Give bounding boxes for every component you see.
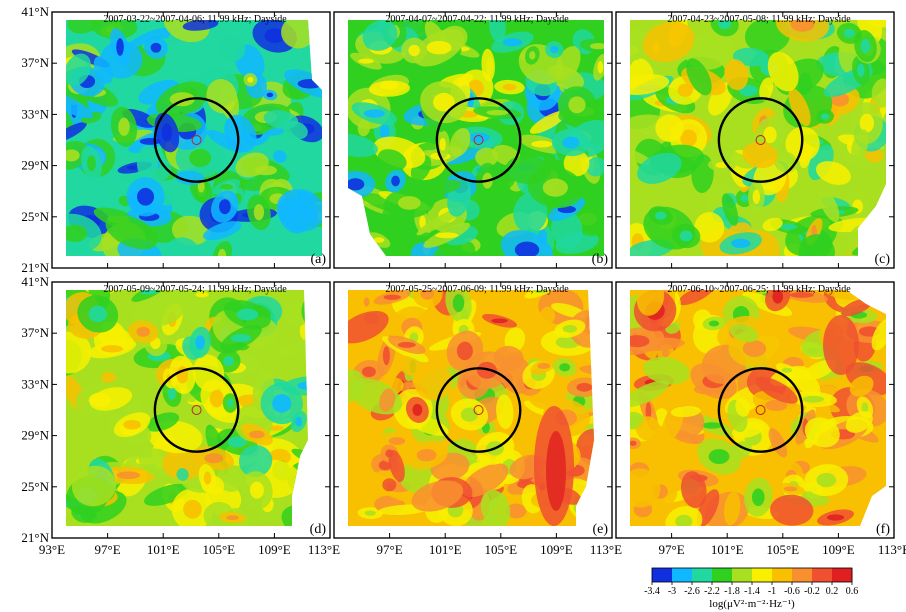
colorbar-tick-label: -1.8: [724, 586, 740, 597]
lat-tick-label: 33°N: [21, 106, 49, 121]
colorbar-tick-label: -3: [668, 586, 676, 597]
lon-tick-label: 101°E: [147, 542, 180, 557]
lon-tick-label: 109°E: [540, 542, 573, 557]
epicenter-marker: [191, 405, 202, 415]
panel-letter: (d): [310, 522, 327, 537]
colorbar-swatch: [712, 568, 733, 582]
epicenter-marker: [755, 135, 766, 145]
map-panel: 2007-05-25~2007-06-09; 11.99 kHz; Daysid…: [333, 281, 613, 539]
lat-tick-label: 41°N: [21, 274, 49, 289]
lat-tick-label: 33°N: [21, 376, 49, 391]
colorbar-tick-label: 0.2: [826, 586, 839, 597]
epicenter-circle: [153, 97, 240, 183]
map-panel: 2007-05-09~2007-05-24; 11.99 kHz; Daysid…: [21, 274, 331, 545]
colorbar-swatch: [832, 568, 853, 582]
lon-tick-label: 113°E: [308, 542, 340, 557]
lon-tick-label: 105°E: [202, 542, 235, 557]
epicenter-circle: [435, 367, 522, 453]
epicenter-marker: [191, 135, 202, 145]
lat-tick-label: 21°N: [21, 530, 49, 545]
colorbar-swatch: [812, 568, 833, 582]
colorbar-tick-label: -2.2: [704, 586, 720, 597]
lat-tick-label: 25°N: [21, 209, 49, 224]
panel-title: 2007-05-25~2007-06-09; 11.99 kHz; Daysid…: [385, 284, 569, 295]
colorbar-swatch: [672, 568, 693, 582]
colorbar: -3.4 -3 -2.6 -2.2 -1.8 -1.4 -1 -0.6 -0.2 0.2 0.6 lo…: [644, 567, 859, 610]
lon-tick-label: 101°E: [429, 542, 462, 557]
panel-title: 2007-04-07~2007-04-22; 11.99 kHz; Daysid…: [385, 14, 569, 25]
lon-tick-label: 97°E: [377, 542, 403, 557]
map-panel: 2007-06-10~2007-06-25; 11.99 kHz; Daysid…: [615, 281, 895, 539]
epicenter-marker: [473, 405, 484, 415]
lat-tick-label: 29°N: [21, 428, 49, 443]
field-contours: [348, 20, 604, 256]
lon-tick-label: 113°E: [878, 542, 906, 557]
colorbar-tick-label: -0.2: [804, 586, 820, 597]
colorbar-tick-label: -0.6: [784, 586, 800, 597]
lat-tick-label: 41°N: [21, 4, 49, 19]
colorbar-swatch: [752, 568, 773, 582]
colorbar-tick-label: -2.6: [684, 586, 700, 597]
lon-tick-label: 113°E: [590, 542, 622, 557]
panel-letter: (c): [874, 252, 890, 267]
epicenter-marker: [473, 135, 484, 145]
colorbar-swatch: [792, 568, 813, 582]
colorbar-tick-label: 0.6: [846, 586, 859, 597]
panel-letter: (f): [876, 522, 890, 537]
lat-tick-label: 25°N: [21, 479, 49, 494]
colorbar-tick-label: -1.4: [744, 586, 760, 597]
lon-tick-label: 101°E: [711, 542, 744, 557]
colorbar-tick-label: -3.4: [644, 586, 660, 597]
epicenter-circle: [717, 97, 804, 183]
lon-axis-labels: 93°E 97°E 101°E 105°E 109°E 113°E 97°E 101°E 105…: [39, 542, 906, 557]
lat-tick-label: 37°N: [21, 55, 49, 70]
map-panels: 2007-03-22~2007-04-06; 11.99 kHz; Daysid…: [21, 4, 906, 557]
panel-title: 2007-06-10~2007-06-25; 11.99 kHz; Daysid…: [667, 284, 851, 295]
colorbar-swatch: [652, 568, 673, 582]
colorbar-tick-label: -1: [768, 586, 776, 597]
epicenter-circle: [717, 367, 804, 453]
lon-tick-label: 109°E: [258, 542, 291, 557]
colorbar-swatch: [732, 568, 753, 582]
lon-tick-label: 93°E: [39, 542, 65, 557]
lat-tick-label: 21°N: [21, 260, 49, 275]
lon-tick-label: 97°E: [659, 542, 685, 557]
field-contours: [348, 290, 594, 526]
panel-letter: (b): [592, 252, 609, 267]
map-panel: 2007-03-22~2007-04-06; 11.99 kHz; Daysid…: [21, 4, 331, 275]
lon-tick-label: 105°E: [766, 542, 799, 557]
map-panel: 2007-04-07~2007-04-22; 11.99 kHz; Daysid…: [333, 11, 613, 269]
panel-letter: (e): [592, 522, 608, 537]
lon-tick-label: 105°E: [484, 542, 517, 557]
panel-title: 2007-03-22~2007-04-06; 11.99 kHz; Daysid…: [103, 14, 287, 25]
field-contours: [66, 20, 322, 256]
epicenter-circle: [153, 367, 240, 453]
panel-title: 2007-05-09~2007-05-24; 11.99 kHz; Daysid…: [103, 284, 287, 295]
field-contours: [630, 290, 886, 526]
colorbar-title: log(μV²·m⁻²·Hz⁻¹): [709, 598, 795, 610]
epicenter-circle: [435, 97, 522, 183]
epicenter-marker: [755, 405, 766, 415]
colorbar-swatch: [772, 568, 793, 582]
lon-tick-label: 109°E: [822, 542, 855, 557]
panel-title: 2007-04-23~2007-05-08; 11.99 kHz; Daysid…: [667, 14, 851, 25]
lat-tick-label: 29°N: [21, 158, 49, 173]
lat-tick-label: 37°N: [21, 325, 49, 340]
map-panel: 2007-04-23~2007-05-08; 11.99 kHz; Daysid…: [615, 11, 895, 269]
panel-letter: (a): [310, 252, 326, 267]
colorbar-swatch: [692, 568, 713, 582]
lon-tick-label: 97°E: [95, 542, 121, 557]
